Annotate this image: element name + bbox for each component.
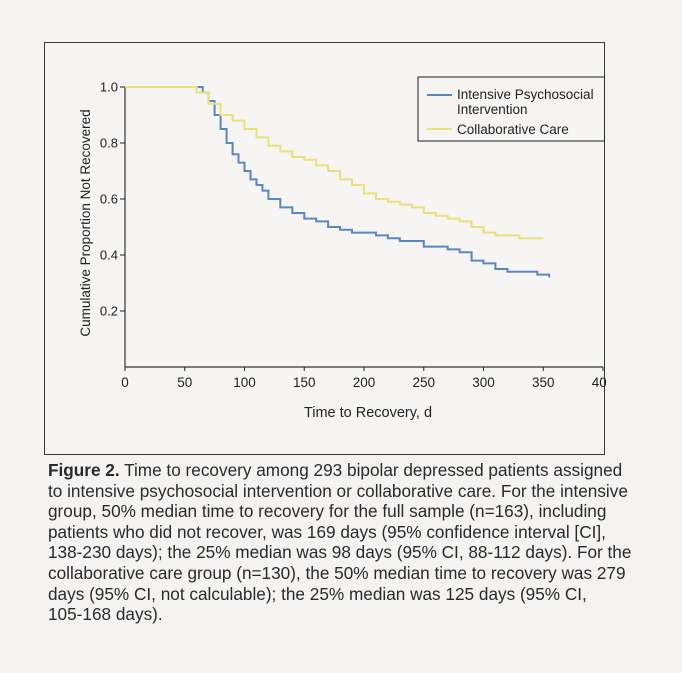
caption-line-5: collaborative care group (n=130), the 50…	[48, 562, 626, 583]
x-tick-label: 300	[472, 375, 495, 390]
x-tick-label: 250	[412, 375, 435, 390]
km-chart: 0.20.40.60.81.0050100150200250300350400 …	[78, 76, 606, 421]
x-tick-label: 0	[121, 375, 129, 390]
y-tick-label: 0.2	[100, 304, 118, 319]
legend-item-intensive-label-cont: Intervention	[457, 102, 528, 117]
y-axis-label: Cumulative Proportion Not Recovered	[78, 109, 93, 336]
series-line-collaborative	[125, 86, 544, 240]
figure-caption: Figure 2. Time to recovery among 293 bip…	[48, 460, 648, 625]
caption-line-3: patients who did not recover, was 169 da…	[48, 521, 606, 542]
caption-line-0: Figure 2. Time to recovery among 293 bip…	[48, 460, 648, 481]
legend-item-collaborative-label: Collaborative Care	[457, 122, 569, 137]
legend-item-intensive-label: Intensive Psychosocial	[457, 87, 594, 102]
caption-line-2: group, 50% median time to recovery for t…	[48, 501, 607, 522]
caption-line-1: to intensive psychosocial intervention o…	[48, 480, 628, 501]
x-tick-label: 150	[293, 375, 316, 390]
caption-line-7: 105-168 days).	[48, 604, 163, 625]
y-tick-label: 0.8	[100, 136, 118, 151]
caption-line-6: days (95% CI, not calculable); the 25% m…	[48, 583, 587, 604]
x-tick-label: 50	[177, 375, 192, 390]
caption-line-4: 138-230 days); the 25% median was 98 day…	[48, 542, 632, 563]
x-tick-label: 400	[592, 375, 606, 390]
chart-ticks: 0.2 0.4 0.6 0.8 1.0 0 50 100 150 200 250 300 350 400	[100, 80, 606, 391]
y-tick-label: 0.4	[100, 248, 118, 263]
legend-box	[417, 76, 606, 142]
y-tick-label: 0.6	[100, 192, 118, 207]
x-tick-label: 200	[353, 375, 376, 390]
figure-frame: 0.20.40.60.81.0050100150200250300350400 …	[44, 42, 606, 455]
caption-line-0-text: Time to recovery among 293 bipolar depre…	[119, 460, 623, 480]
chart-series	[125, 86, 551, 278]
x-axis-label: Time to Recovery, d	[304, 405, 432, 421]
x-tick-label: 350	[532, 375, 555, 390]
series-line-intensive	[125, 86, 551, 278]
x-tick-label: 100	[233, 375, 256, 390]
y-tick-label: 1.0	[100, 80, 118, 95]
caption-label: Figure 2.	[48, 460, 120, 480]
